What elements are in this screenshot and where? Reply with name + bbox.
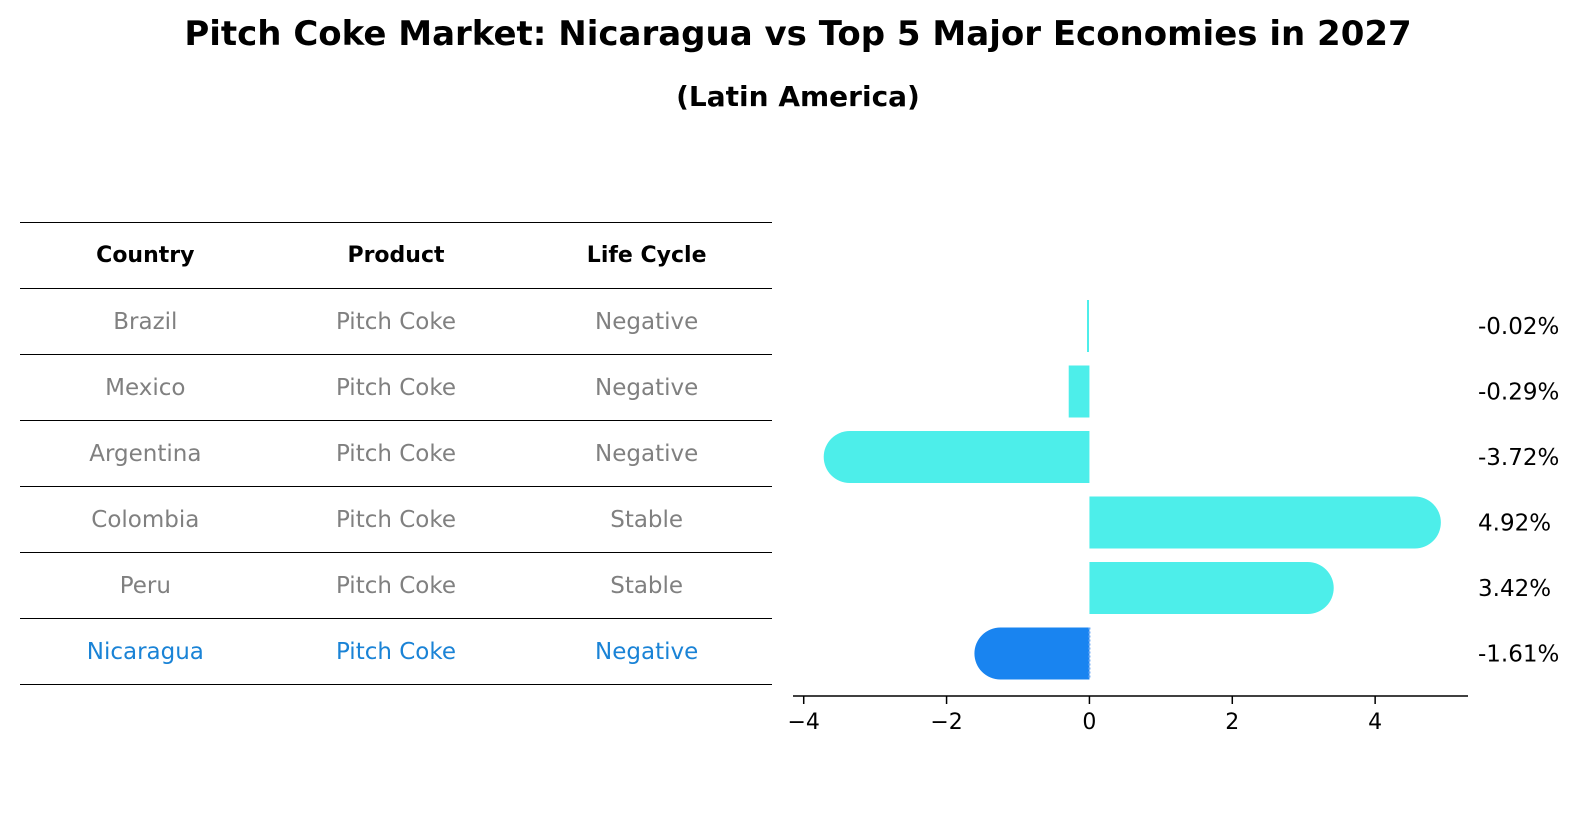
- cell-product: Pitch Coke: [270, 486, 522, 553]
- cell-product: Pitch Coke: [270, 288, 522, 355]
- cell-country: Mexico: [20, 354, 271, 421]
- header-product: Product: [270, 222, 522, 289]
- cell-product: Pitch Coke: [270, 354, 522, 421]
- x-tick-label: 2: [1225, 710, 1239, 735]
- cell-country: Colombia: [20, 486, 271, 553]
- table-row-highlight: Nicaragua Pitch Coke Negative: [20, 618, 772, 685]
- cell-product: Pitch Coke: [270, 420, 522, 487]
- value-label: 4.92%: [1478, 511, 1551, 537]
- cell-life-cycle: Stable: [521, 486, 772, 553]
- table-row: Colombia Pitch Coke Stable: [20, 486, 772, 553]
- bar: [1068, 365, 1090, 418]
- table-row: Brazil Pitch Coke Negative: [20, 288, 772, 355]
- bar: [1087, 300, 1089, 352]
- data-table: Country Product Life Cycle Brazil Pitch …: [20, 222, 772, 685]
- cell-life-cycle: Stable: [521, 552, 772, 619]
- value-label: -3.72%: [1478, 445, 1559, 471]
- table-header-row: Country Product Life Cycle: [20, 222, 772, 289]
- value-label: 3.42%: [1478, 576, 1551, 602]
- bar: [823, 431, 1090, 483]
- x-tick-label: 0: [1082, 710, 1096, 735]
- header-life-cycle: Life Cycle: [521, 222, 772, 289]
- x-tick-label: −4: [787, 710, 819, 735]
- country-table: Country Product Life Cycle Brazil Pitch …: [20, 222, 772, 685]
- cell-product: Pitch Coke: [270, 618, 522, 685]
- cell-country: Brazil: [20, 288, 271, 355]
- cell-life-cycle: Negative: [521, 288, 772, 355]
- table-row: Peru Pitch Coke Stable: [20, 552, 772, 619]
- cell-country: Peru: [20, 552, 271, 619]
- cell-life-cycle: Negative: [521, 420, 772, 487]
- x-tick-label: −2: [930, 710, 962, 735]
- chart-title: Pitch Coke Market: Nicaragua vs Top 5 Ma…: [184, 14, 1412, 54]
- table-row: Mexico Pitch Coke Negative: [20, 354, 772, 421]
- value-label: -0.02%: [1478, 314, 1559, 340]
- bar: [1089, 562, 1334, 614]
- x-tick-label: 4: [1368, 710, 1382, 735]
- header-country: Country: [20, 222, 271, 289]
- bar-highlight: [974, 627, 1090, 680]
- bar: [1089, 496, 1441, 549]
- cell-product: Pitch Coke: [270, 552, 522, 619]
- table-row: Argentina Pitch Coke Negative: [20, 420, 772, 487]
- cell-country: Argentina: [20, 420, 271, 487]
- cell-life-cycle: Negative: [521, 618, 772, 685]
- cell-country: Nicaragua: [20, 618, 271, 685]
- chart-subtitle: (Latin America): [676, 80, 920, 113]
- value-label: -0.29%: [1478, 380, 1559, 406]
- value-label: -1.61%: [1478, 642, 1559, 668]
